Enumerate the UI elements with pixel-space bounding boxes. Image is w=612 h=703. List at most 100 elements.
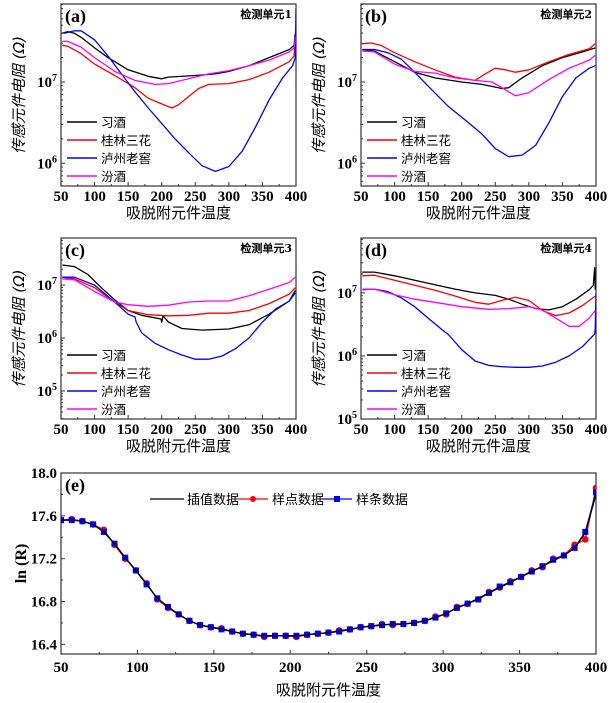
x-axis: 50 100 150 200 250 300 350 400 (54, 182, 308, 205)
legend-label: 汾酒 (401, 169, 426, 184)
x-tick-label: 200 (450, 422, 473, 438)
x-axis: 50 100 150 200 250 300 350 400 (354, 182, 608, 205)
panel-b: 50 100 150 200 250 300 350 400吸脱附元件温度106107传感元件… (310, 3, 608, 222)
series-c-0-line (62, 264, 296, 331)
series-b-2-line (362, 48, 596, 158)
x-tick-label: 400 (285, 189, 308, 205)
y-tick-exponent: 7 (52, 276, 57, 287)
x-tick-label: 300 (432, 660, 455, 676)
series-group (62, 264, 296, 360)
y-tick-label: 107 (337, 73, 357, 91)
series-c-2-line (62, 276, 296, 360)
x-tick-label: 50 (54, 660, 69, 676)
x-tick-label: 150 (417, 189, 440, 205)
y-axis-title: 传感元件电阻 (Ω) (10, 270, 28, 388)
y-tick-label: 106 (337, 154, 357, 172)
series-a-3-line (62, 37, 296, 86)
series-a-0-line (62, 30, 296, 80)
y-axis-title: ln (R) (13, 544, 30, 584)
x-axis-title: 吸脱附元件温度 (126, 437, 231, 455)
y-axis-title: 传感元件电阻 (Ω) (310, 36, 328, 154)
x-tick-label: 400 (585, 660, 608, 676)
y-tick-exponent: 6 (352, 347, 357, 358)
x-tick-label: 400 (585, 189, 608, 205)
y-tick-base: 10 (37, 384, 52, 400)
y-tick-exponent: 7 (52, 73, 57, 84)
legend: 插值数据 样点数据 样条数据 (150, 492, 408, 508)
panel-title: 检测单元4 (540, 241, 592, 255)
x-tick-label: 150 (117, 422, 140, 438)
y-tick-label: 18.0 (31, 466, 57, 482)
y-tick-exponent: 6 (352, 154, 357, 165)
x-tick-label: 300 (218, 189, 241, 205)
legend-label: 桂林三花 (401, 133, 451, 148)
x-tick-label: 250 (484, 422, 507, 438)
x-tick-label: 250 (184, 422, 207, 438)
legend-label: 泸州老窖 (101, 151, 151, 166)
legend-circle-marker (250, 496, 256, 502)
x-tick-label: 250 (184, 189, 207, 205)
x-tick-label: 50 (54, 422, 69, 438)
legend-label: 汾酒 (101, 402, 126, 417)
y-tick-base: 10 (37, 156, 52, 172)
y-tick-exponent: 5 (352, 410, 357, 421)
panel-d: 50 100 150 200 250 300 350 400吸脱附元件温度105106107传… (310, 237, 607, 455)
x-axis-title: 吸脱附元件温度 (426, 437, 531, 455)
x-tick-label: 50 (54, 189, 69, 205)
panel-label: (b) (365, 6, 387, 27)
x-tick-label: 150 (203, 660, 226, 676)
legend-label: 泸州老窖 (401, 384, 451, 399)
panel-label: (a) (65, 6, 86, 27)
legend-label: 习酒 (401, 115, 426, 130)
series-b-0-line (362, 47, 596, 90)
series-group (62, 8, 296, 173)
y-tick-label: 16.4 (31, 637, 58, 653)
legend-label: 习酒 (401, 348, 426, 363)
y-tick-base: 10 (337, 412, 352, 428)
legend-label: 习酒 (101, 348, 126, 363)
x-axis-title: 吸脱附元件温度 (426, 204, 531, 222)
x-tick-label: 100 (83, 422, 106, 438)
y-tick-label: 106 (337, 347, 357, 365)
y-tick-label: 106 (37, 154, 57, 172)
series-e-1-line (61, 487, 596, 638)
series-b-3-line (362, 50, 596, 97)
y-axis-title: 传感元件电阻 (Ω) (310, 270, 328, 388)
x-tick-label: 200 (150, 189, 173, 205)
y-tick-label: 17.2 (31, 552, 57, 568)
series-d-3-line (362, 288, 596, 327)
x-tick-label: 50 (354, 422, 369, 438)
x-tick-label: 350 (551, 422, 574, 438)
x-tick-label: 100 (126, 660, 149, 676)
series-group (362, 42, 596, 158)
y-axis-title: 传感元件电阻 (Ω) (10, 36, 28, 154)
y-tick-base: 10 (337, 286, 352, 302)
y-tick-label: 105 (337, 410, 357, 428)
legend-label: 泸州老窖 (401, 151, 451, 166)
x-axis: 50 100 150 200 250 300 350 400 (354, 415, 607, 438)
y-tick-base: 10 (37, 75, 52, 91)
series-d-2-line (362, 288, 596, 368)
legend-label: 桂林三花 (101, 366, 151, 381)
series-group (61, 484, 596, 641)
x-axis: 50 100 150 200 250 300 350 400 (54, 415, 307, 438)
x-tick-label: 350 (551, 189, 574, 205)
y-tick-exponent: 7 (352, 284, 357, 295)
x-axis-title: 吸脱附元件温度 (126, 204, 231, 222)
y-tick-exponent: 7 (352, 73, 357, 84)
y-tick-base: 10 (337, 75, 352, 91)
series-a-1-line (62, 41, 296, 109)
series-a-2-line (64, 8, 296, 173)
x-tick-label: 350 (251, 422, 274, 438)
panel-label: (e) (65, 475, 85, 496)
x-tick-label: 100 (383, 422, 406, 438)
x-tick-label: 250 (484, 189, 507, 205)
y-tick-label: 107 (337, 284, 357, 302)
spline-point-marker (550, 556, 557, 563)
